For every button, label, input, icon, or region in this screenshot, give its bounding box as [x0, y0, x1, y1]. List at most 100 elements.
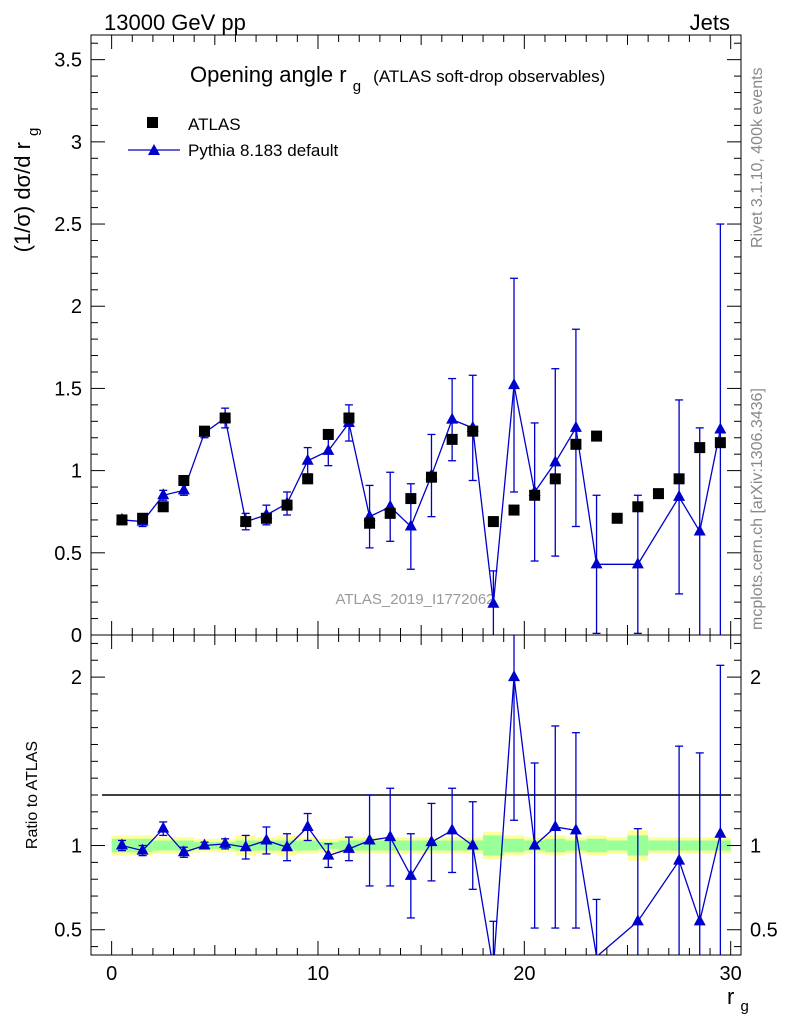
- atlas-point: [405, 493, 417, 505]
- atlas-point: [219, 412, 231, 424]
- ratio-point: [631, 914, 644, 926]
- main-ytick-label: 0.5: [54, 543, 82, 565]
- ratio-point: [115, 838, 128, 850]
- legend-mc-label: Pythia 8.183 default: [188, 141, 339, 160]
- ratio-point: [322, 848, 335, 860]
- ratio-point: [219, 836, 232, 848]
- chart-title-sub: g: [353, 78, 361, 95]
- ratio-point: [404, 868, 417, 880]
- mc-point: [157, 488, 170, 500]
- ratio-point: [714, 826, 727, 838]
- mcplots-label: mcplots.cern.ch [arXiv:1306.3436]: [749, 388, 766, 630]
- atlas-point: [632, 501, 644, 513]
- main-ticks: [91, 35, 741, 635]
- ratio-point: [239, 840, 252, 852]
- ratio-point: [198, 838, 211, 850]
- atlas-point: [591, 430, 603, 442]
- main-ytick-label: 1.5: [54, 378, 82, 400]
- ratio-point: [363, 833, 376, 845]
- atlas-point: [157, 501, 169, 513]
- ratio-xlabel-sub: g: [740, 998, 748, 1015]
- atlas-point: [343, 412, 355, 424]
- ratio-xtick-label: 0: [106, 963, 117, 985]
- main-marks: [115, 223, 727, 635]
- mc-point: [673, 489, 686, 501]
- ratio-point: [549, 820, 562, 831]
- main-ytick-label: 3: [71, 132, 82, 154]
- atlas-point: [549, 473, 561, 485]
- chart-title-prefix: Opening angle r: [190, 62, 347, 87]
- ratio-xtick-labels: 0 10 20 30: [106, 963, 742, 985]
- atlas-point: [714, 437, 726, 449]
- ratio-band-inner: [648, 840, 669, 851]
- atlas-point: [508, 504, 520, 516]
- atlas-point: [302, 473, 314, 485]
- main-ylabel-text: (1/σ) dσ/d r: [10, 142, 35, 252]
- mc-point: [693, 524, 706, 536]
- mc-point: [322, 443, 335, 455]
- ratio-point: [569, 823, 582, 835]
- ratio-point: [446, 823, 459, 835]
- chart-title-suffix: (ATLAS soft-drop observables): [373, 67, 605, 86]
- main-ylabel-sub: g: [25, 128, 42, 136]
- ratio-point: [384, 830, 397, 842]
- ratio-point: [177, 845, 190, 857]
- mc-point: [549, 455, 562, 467]
- ratio-point: [301, 820, 314, 831]
- atlas-point: [529, 489, 541, 501]
- ratio-ytick-label-right: 0.5: [750, 920, 778, 942]
- mc-point: [508, 378, 521, 390]
- mc-point: [446, 412, 459, 424]
- main-ytick-label: 2.5: [54, 214, 82, 236]
- atlas-point: [425, 471, 437, 483]
- ratio-xtick-label: 10: [307, 963, 329, 985]
- legend-atlas-marker: [147, 117, 158, 128]
- ratio-xtick-label: 20: [513, 963, 535, 985]
- ratio-point: [260, 833, 273, 845]
- main-panel: 0.5 1 1.5 2 2.5 3 3.5 0 (1/σ) dσ/d r g Opening…: [10, 34, 742, 647]
- atlas-point: [467, 425, 479, 437]
- main-y-zero-label: 0: [71, 625, 82, 647]
- mc-point: [590, 557, 603, 569]
- ratio-ytick-label: 1: [71, 836, 82, 858]
- ratio-point: [281, 840, 294, 852]
- atlas-point: [198, 425, 210, 437]
- mc-series-line: [121, 385, 722, 604]
- ratio-clipped-group: [115, 635, 727, 955]
- mc-point: [301, 453, 314, 465]
- process-label: Jets: [690, 10, 730, 35]
- ratio-xtick-label: 30: [720, 963, 742, 985]
- ratio-ytick-label-right: 2: [750, 667, 761, 689]
- main-ytick-label: 3.5: [54, 50, 82, 72]
- mc-point: [714, 422, 727, 434]
- atlas-point: [364, 517, 376, 529]
- ratio-ytick-labels: 0.5 0.5 1 1 2 2: [54, 667, 778, 942]
- svg-text:(1/σ) dσ/d r g: (1/σ) dσ/d r g: [10, 128, 42, 253]
- ratio-ytick-label: 2: [71, 667, 82, 689]
- legend: ATLAS Pythia 8.183 default: [128, 115, 339, 160]
- atlas-point: [281, 499, 293, 511]
- legend-mc-marker: [148, 144, 160, 155]
- ratio-series-line: [121, 677, 721, 955]
- ratio-band-inner: [297, 840, 318, 851]
- main-ytick-labels: 0.5 1 1.5 2 2.5 3 3.5: [54, 50, 82, 565]
- atlas-point: [137, 512, 149, 524]
- atlas-point: [611, 512, 623, 524]
- main-ytick-label: 2: [71, 296, 82, 318]
- ratio-ytick-label: 0.5: [54, 920, 82, 942]
- legend-atlas-label: ATLAS: [188, 115, 241, 134]
- ratio-ticks: [91, 635, 741, 955]
- atlas-point: [487, 516, 499, 528]
- ratio-xlabel: r g: [727, 984, 749, 1015]
- main-ylabel: (1/σ) dσ/d r g: [10, 128, 42, 253]
- ratio-point: [342, 841, 355, 853]
- ratio-marks: [115, 635, 727, 955]
- ratio-ytick-label-right: 1: [750, 836, 761, 858]
- chart-title: Opening angle r g (ATLAS soft-drop obser…: [190, 62, 605, 96]
- mc-point: [177, 483, 190, 495]
- mc-point: [487, 596, 500, 608]
- ratio-point: [528, 838, 541, 850]
- mc-point: [404, 519, 417, 531]
- ratio-point: [466, 838, 479, 850]
